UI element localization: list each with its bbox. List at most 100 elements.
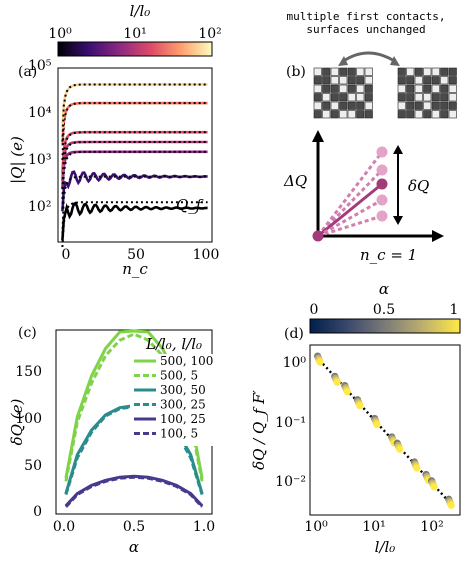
surface-cell bbox=[414, 93, 423, 102]
top-colorbar-tick-2: 10² bbox=[198, 26, 221, 42]
surface-cell bbox=[440, 101, 449, 110]
panel-d-point bbox=[373, 420, 381, 429]
surface-cell bbox=[339, 110, 348, 119]
panel-d-fit-line bbox=[315, 355, 455, 508]
surface-cell bbox=[431, 110, 440, 119]
panel-c-ytick-2: 100 bbox=[15, 411, 42, 427]
panel-a-annotation: Q_f bbox=[176, 196, 204, 214]
panel-b-fan-line-1 bbox=[316, 168, 384, 238]
panel-d-xlabel: l/l₀ bbox=[375, 538, 396, 556]
surface-cell bbox=[448, 93, 457, 102]
d-colorbar-tick-0: 0 bbox=[310, 302, 319, 318]
panel-c-legend-label-5: 100, 5 bbox=[160, 427, 198, 441]
surface-cell bbox=[364, 110, 373, 119]
surface-cell bbox=[356, 93, 365, 102]
surface-cell bbox=[330, 110, 339, 119]
surface-cell bbox=[322, 84, 331, 93]
panel-d-point bbox=[333, 378, 341, 386]
panel-b-arrowhead-left bbox=[338, 56, 348, 66]
panel-b-fan-point-2 bbox=[376, 178, 388, 190]
surface-cell bbox=[397, 93, 406, 102]
top-colorbar: l/l₀ 10⁰ 10¹ 10² bbox=[48, 2, 222, 57]
panel-c-legend-label-2: 300, 50 bbox=[160, 383, 206, 397]
panel-b-fan-point-0 bbox=[376, 146, 388, 158]
panel-a-fit-100 bbox=[61, 83, 208, 142]
panel-a-xlabel: n_c bbox=[122, 260, 148, 278]
panel-a-series-50 bbox=[61, 101, 208, 146]
surface-cell bbox=[397, 76, 406, 85]
panel-a-series-1 bbox=[61, 201, 208, 241]
panel-a-fit-20 bbox=[61, 141, 208, 200]
surface-cell bbox=[423, 76, 432, 85]
top-colorbar-tick-1: 10¹ bbox=[123, 26, 146, 42]
surface-cell bbox=[414, 67, 423, 76]
surface-cell bbox=[313, 93, 322, 102]
surface-cell bbox=[423, 84, 432, 93]
surface-cell bbox=[339, 67, 348, 76]
panel-a-fit-10 bbox=[61, 150, 208, 209]
panel-a-xtick-0: 0 bbox=[62, 247, 71, 263]
surface-cell bbox=[313, 110, 322, 119]
panel-a: (a) |Q| (e) n_c 10² 10³ 10⁴ 10⁵ 0 50 100… bbox=[8, 58, 219, 278]
panel-c-legend-box bbox=[130, 354, 214, 446]
panel-c-legend-label-3: 300, 25 bbox=[160, 398, 206, 412]
panel-d-point bbox=[343, 387, 351, 396]
surface-cell bbox=[313, 84, 322, 93]
panel-b-fan-point-1 bbox=[376, 164, 388, 176]
surface-cell bbox=[414, 76, 423, 85]
surface-cell bbox=[448, 67, 457, 76]
surface-cell bbox=[347, 101, 356, 110]
panel-a-ytick-1: 10³ bbox=[28, 152, 51, 168]
panel-b-fan-line-0 bbox=[316, 151, 384, 237]
surface-cell bbox=[322, 67, 331, 76]
surface-cell bbox=[356, 110, 365, 119]
surface-cell bbox=[440, 84, 449, 93]
panel-c: (c) δQ (e) α 0 50 100 150 0.0 0.5 1.0 L/… bbox=[8, 325, 215, 556]
surface-cell bbox=[406, 84, 415, 93]
surface-cell bbox=[414, 101, 423, 110]
panel-c-legend-label-4: 100, 25 bbox=[160, 412, 206, 426]
surface-cell bbox=[347, 67, 356, 76]
panel-b-note-line1: multiple first contacts, bbox=[287, 10, 446, 23]
surface-cell bbox=[397, 67, 406, 76]
panel-d-point bbox=[316, 358, 324, 366]
panel-d-xtick-2: 10² bbox=[420, 519, 443, 535]
surface-cell bbox=[431, 67, 440, 76]
surface-cell bbox=[397, 110, 406, 119]
panel-c-ytick-1: 50 bbox=[24, 458, 42, 474]
surface-cell bbox=[423, 110, 432, 119]
panel-b-tag: (b) bbox=[286, 64, 306, 80]
panel-a-fit-50 bbox=[61, 102, 208, 161]
surface-cell bbox=[330, 67, 339, 76]
panel-b-arrowhead-right bbox=[390, 56, 400, 66]
panel-c-legend-title: L/l₀, l/l₀ bbox=[145, 335, 202, 353]
surface-cell bbox=[448, 110, 457, 119]
surface-cell bbox=[356, 67, 365, 76]
panel-d-frame bbox=[309, 344, 461, 516]
panel-c-xtick-2: 1.0 bbox=[193, 519, 215, 535]
d-colorbar-tick-2: 1 bbox=[450, 302, 459, 318]
panel-c-series-5 bbox=[64, 475, 204, 508]
top-colorbar-label: l/l₀ bbox=[130, 2, 151, 20]
panel-d-xtick-1: 10¹ bbox=[362, 519, 385, 535]
surface-cell bbox=[322, 76, 331, 85]
surface-cell bbox=[339, 101, 348, 110]
top-colorbar-gradient bbox=[57, 41, 213, 57]
panel-a-ytick-3: 10⁵ bbox=[28, 58, 52, 74]
panel-a-xtick-2: 100 bbox=[193, 247, 220, 263]
surface-cell bbox=[322, 110, 331, 119]
surface-cell bbox=[406, 67, 415, 76]
surface-cell bbox=[440, 93, 449, 102]
panel-d-tag: (d) bbox=[284, 326, 304, 342]
panel-b-note-line2: surfaces unchanged bbox=[306, 23, 425, 36]
panel-c-xtick-1: 0.5 bbox=[123, 519, 145, 535]
surface-cell bbox=[313, 76, 322, 85]
surface-cell bbox=[322, 93, 331, 102]
panel-d-point bbox=[413, 464, 421, 472]
panel-b-y-arrowhead bbox=[312, 130, 324, 142]
panel-d-ytick-2: 10⁰ bbox=[283, 355, 307, 371]
surface-cell bbox=[356, 76, 365, 85]
surface-cell bbox=[423, 67, 432, 76]
surface-cell bbox=[431, 93, 440, 102]
